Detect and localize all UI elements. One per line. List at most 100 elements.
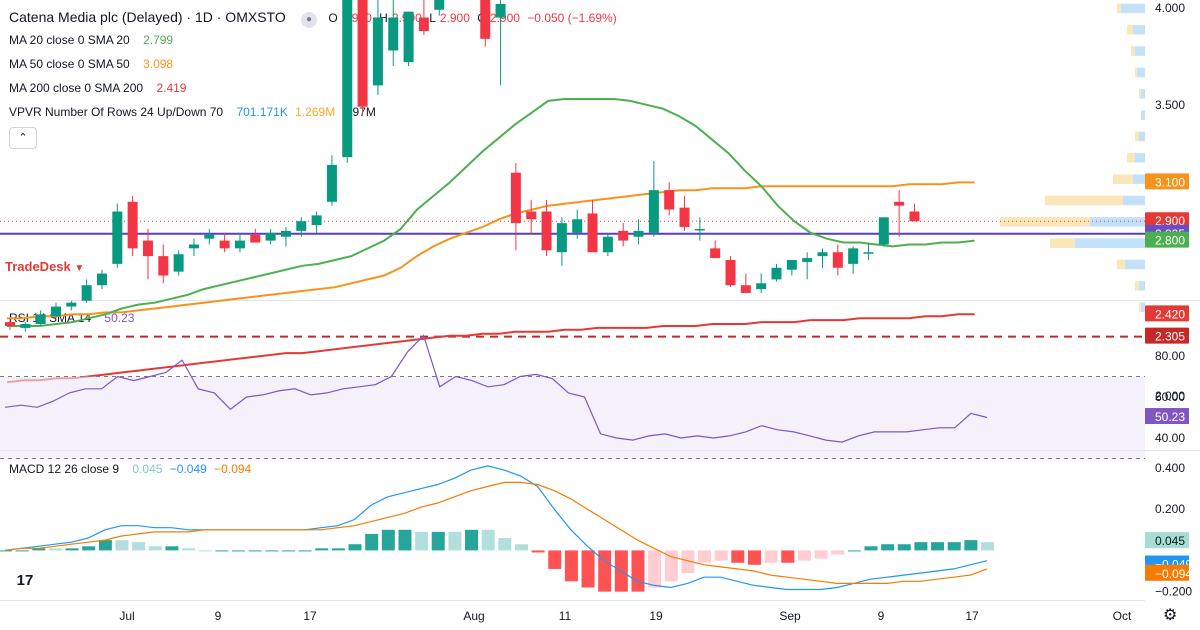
volume-profile [1000,3,1145,312]
vpvr-down-bar [1135,67,1137,78]
rsi-band [0,376,1145,459]
tradedesk-label: TradeDesk [5,259,71,274]
ma50-legend[interactable]: MA 50 close 0 SMA 50 3.098 [9,56,177,72]
macd-histogram-bar [964,540,978,551]
macd-badge [1145,532,1189,549]
macd-histogram-bar [165,546,179,551]
candle-body [740,285,751,293]
collapse-legend-button[interactable]: ⌃ [9,127,37,149]
signal-value: −0.094 [214,462,252,476]
price-badge [1145,231,1189,248]
candle-body [633,230,644,237]
candle-body [418,17,429,32]
vpvr-down-bar [1117,3,1121,14]
vpvr-up-bar [1133,25,1145,35]
vpvr-up-bar [1135,153,1145,163]
time-tick-label: 19 [649,609,663,623]
ma20-label: MA 20 close 0 SMA 20 [9,33,130,47]
candle-body [142,240,153,257]
candle-body [526,211,537,220]
macd-histogram-bar [847,550,861,552]
time-axis[interactable]: Jul 9 17 Aug 11 19 Sep 9 17 Oct [119,609,1132,623]
candle-body [388,17,399,51]
macd-histogram-bar [914,542,928,551]
gear-icon[interactable]: ⚙ [1163,607,1178,624]
vpvr-up-bar [1125,259,1145,270]
macd-histogram-bar [531,550,545,553]
macd-tick-label: 0.400 [1155,461,1185,475]
macd-badge [1145,564,1189,581]
candles [5,0,920,332]
candle-body [894,201,905,206]
vpvr-up-bar [1090,217,1145,227]
macd-histogram-bar [514,544,528,551]
symbol-title[interactable]: Catena Media plc (Delayed) · 1D · OMXSTO [9,9,286,25]
candle-body [694,228,705,231]
macd-histogram-bar [232,550,246,552]
candle-body [112,211,123,264]
candle-body [710,248,721,259]
vpvr-down-bar [1139,302,1141,312]
candle-body [50,306,61,317]
macd-tick-label: −0.200 [1155,585,1192,599]
vpvr-down-bar [1000,217,1090,227]
rsi-line [4,334,988,443]
tradedesk-event[interactable]: TradeDesk ▼ [5,259,85,274]
vpvr-up-bar [1141,89,1145,99]
macd-histogram-bar [265,550,279,552]
low-label: L [429,11,436,25]
high-label: H [379,11,388,25]
candle-body [725,260,736,286]
macd-histogram-bar [781,550,795,563]
candle-body [280,230,291,237]
candle-body [495,3,506,18]
candle-body [802,258,813,262]
tradingview-logo[interactable]: 17 [8,568,42,594]
vpvr-down-bar [1135,281,1139,291]
moving-averages [6,98,975,384]
candle-body [817,252,828,257]
candle-body [127,201,138,249]
macd-histogram-bar [381,529,395,551]
ma50-line [7,181,975,320]
candle-body [204,234,215,239]
time-tick-label: 11 [559,609,572,623]
macd-histogram-bar [881,544,895,551]
eye-icon[interactable]: ● [301,12,318,28]
time-tick-label: 17 [965,609,979,623]
macd-histogram-bar [0,550,12,552]
ma200-value: 2.419 [156,81,187,95]
macd-histogram-bar [498,538,512,551]
candle-body [602,236,613,253]
price-axis[interactable]: 4.5004.0003.5002.0003.1002.9002.8352.800… [1145,0,1192,599]
macd-histogram-bar [248,550,262,552]
macd-histogram-bar [981,542,994,551]
ma20-legend[interactable]: MA 20 close 0 SMA 20 2.799 [9,32,177,48]
macd-histogram-bar [681,550,695,574]
macd-legend[interactable]: MACD 12 26 close 9 0.045 −0.049 −0.094 [9,461,255,477]
candle-body [878,217,889,245]
macd-histogram-bar [281,550,295,552]
macd-histogram-bar [82,546,96,551]
price-badge [1145,173,1189,190]
vpvr-down-bar [1050,238,1075,248]
ma50-value: 3.098 [143,57,174,71]
macd-badge-label: −0.094 [1155,567,1192,581]
vpvr-up-bar [1139,281,1145,291]
price-badge [1145,212,1189,229]
rsi-pane [0,334,1145,459]
macd-tick-label: 0.200 [1155,502,1185,516]
horizontal-lines [0,220,1145,338]
macd-histogram-bar [747,550,761,565]
open-label: O [328,11,338,25]
candle-body [66,302,77,307]
vpvr-label: VPVR Number Of Rows 24 Up/Down 70 [9,105,224,119]
macd-histogram-bar [481,529,495,551]
vpvr-up-bar [1121,3,1145,14]
price-tick-label: 4.000 [1155,1,1185,15]
macd-histogram-bar [298,550,312,552]
macd-histogram-bar [564,550,578,582]
ma200-legend[interactable]: MA 200 close 0 SMA 200 2.419 [9,80,190,96]
